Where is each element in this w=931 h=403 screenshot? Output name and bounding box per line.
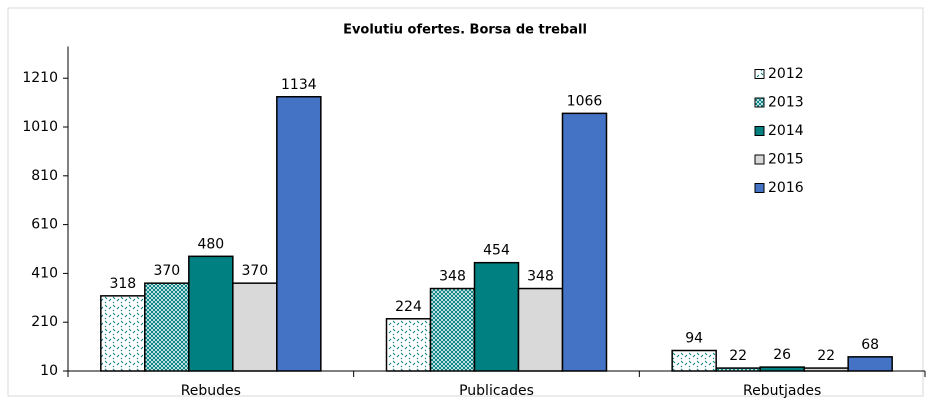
data-label: 370: [241, 263, 268, 279]
bar: [188, 255, 234, 372]
bar: [671, 349, 717, 372]
legend-label: 2015: [768, 152, 804, 168]
y-tick-label: 210: [31, 314, 58, 330]
data-label: 224: [395, 299, 422, 315]
data-label: 318: [109, 276, 136, 292]
y-tick-label: 410: [31, 265, 58, 281]
y-tick-label: 610: [31, 217, 58, 233]
legend-marker: [754, 69, 765, 79]
data-label: 1134: [281, 77, 317, 93]
data-label: 22: [729, 348, 747, 364]
data-label: 348: [439, 269, 466, 285]
data-label: 22: [817, 348, 835, 364]
y-tick-label: 810: [31, 168, 58, 184]
data-label: 480: [197, 236, 224, 252]
bar: [715, 367, 761, 372]
bar: [473, 261, 520, 372]
legend-label: 2016: [768, 180, 804, 196]
chart-frame: [7, 7, 924, 397]
legend-marker: [754, 126, 765, 136]
legend-marker: [754, 183, 765, 193]
data-label: 26: [773, 347, 791, 363]
data-label: 370: [153, 263, 180, 279]
bar: [232, 282, 278, 372]
bar: [561, 112, 608, 372]
data-label: 68: [861, 337, 879, 353]
data-label: 454: [483, 243, 510, 259]
bar: [276, 96, 322, 372]
bar: [429, 287, 476, 372]
y-tick-label: 10: [40, 363, 58, 379]
x-tick-label: Publicades: [459, 383, 534, 399]
data-label: 1066: [567, 93, 603, 109]
legend-marker: [754, 97, 765, 108]
legend-label: 2014: [768, 123, 804, 139]
data-label: 94: [685, 331, 703, 347]
bar: [517, 287, 564, 372]
x-tick-label: Rebudes: [181, 383, 241, 399]
bar: [100, 295, 146, 372]
bar: [803, 367, 849, 372]
legend-marker: [754, 154, 765, 165]
bar: [759, 366, 805, 372]
bar: [847, 356, 893, 372]
chart-title: Evolutiu ofertes. Borsa de treball: [343, 23, 587, 38]
y-tick-label: 1010: [22, 119, 58, 135]
legend-label: 2013: [768, 95, 804, 111]
bar: [385, 318, 432, 372]
y-tick-label: 1210: [22, 70, 58, 86]
bar: [144, 282, 190, 372]
legend-label: 2012: [768, 66, 804, 82]
data-label: 348: [527, 269, 554, 285]
x-tick-label: Rebutjades: [743, 383, 821, 399]
